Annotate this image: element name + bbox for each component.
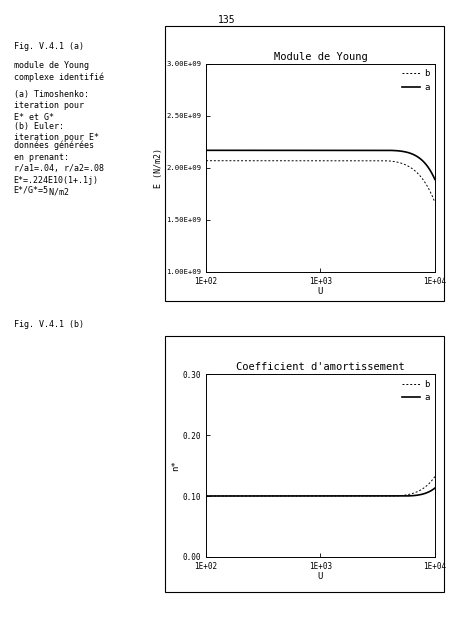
- Text: données générées
en prenant:
r/a1=.04, r/a2=.08
E*=.224E10(1+.1j)
       N/m2: données générées en prenant: r/a1=.04, r…: [14, 141, 104, 196]
- Title: Module de Young: Module de Young: [274, 52, 367, 62]
- Line: a: a: [206, 488, 435, 496]
- a: [203, 492, 209, 500]
- a: [244, 147, 249, 154]
- a: [356, 492, 361, 500]
- b: [338, 492, 344, 500]
- a: [376, 492, 381, 500]
- Legend: b, a: b, a: [399, 66, 433, 95]
- b: [338, 157, 344, 164]
- b: [376, 157, 381, 164]
- Text: Fig. V.4.1 (b): Fig. V.4.1 (b): [14, 320, 84, 329]
- Line: b: b: [206, 477, 435, 496]
- b: [203, 492, 209, 500]
- b: [307, 157, 312, 164]
- X-axis label: U: U: [318, 572, 323, 581]
- b: [307, 492, 312, 500]
- a: [203, 147, 209, 154]
- Line: b: b: [206, 161, 435, 202]
- Line: a: a: [206, 150, 435, 179]
- Text: (a) Timoshenko:
iteration pour
E* et G*: (a) Timoshenko: iteration pour E* et G*: [14, 90, 89, 122]
- a: [432, 175, 438, 183]
- b: [432, 198, 438, 206]
- a: [244, 492, 249, 500]
- Text: 135: 135: [218, 15, 235, 25]
- a: [432, 484, 438, 492]
- Y-axis label: n*: n*: [171, 460, 180, 471]
- b: [432, 473, 438, 481]
- Text: (b) Euler:
iteration pour E*: (b) Euler: iteration pour E*: [14, 122, 99, 142]
- b: [356, 492, 361, 500]
- b: [356, 157, 361, 164]
- b: [262, 492, 268, 500]
- Legend: b, a: b, a: [399, 376, 433, 406]
- Text: module de Young
complexe identifié: module de Young complexe identifié: [14, 61, 104, 82]
- Text: Fig. V.4.1 (a): Fig. V.4.1 (a): [14, 42, 84, 51]
- b: [203, 157, 209, 164]
- Title: Coefficient d'amortissement: Coefficient d'amortissement: [236, 362, 405, 372]
- a: [338, 492, 344, 500]
- b: [244, 157, 249, 164]
- a: [307, 492, 312, 500]
- b: [262, 157, 268, 164]
- a: [262, 147, 268, 154]
- b: [376, 492, 381, 500]
- a: [338, 147, 344, 154]
- a: [356, 147, 361, 154]
- a: [262, 492, 268, 500]
- Y-axis label: E (N/m2): E (N/m2): [154, 148, 164, 188]
- a: [376, 147, 381, 154]
- Text: E*/G*=5: E*/G*=5: [14, 186, 48, 195]
- a: [307, 147, 312, 154]
- b: [244, 492, 249, 500]
- X-axis label: U: U: [318, 287, 323, 296]
